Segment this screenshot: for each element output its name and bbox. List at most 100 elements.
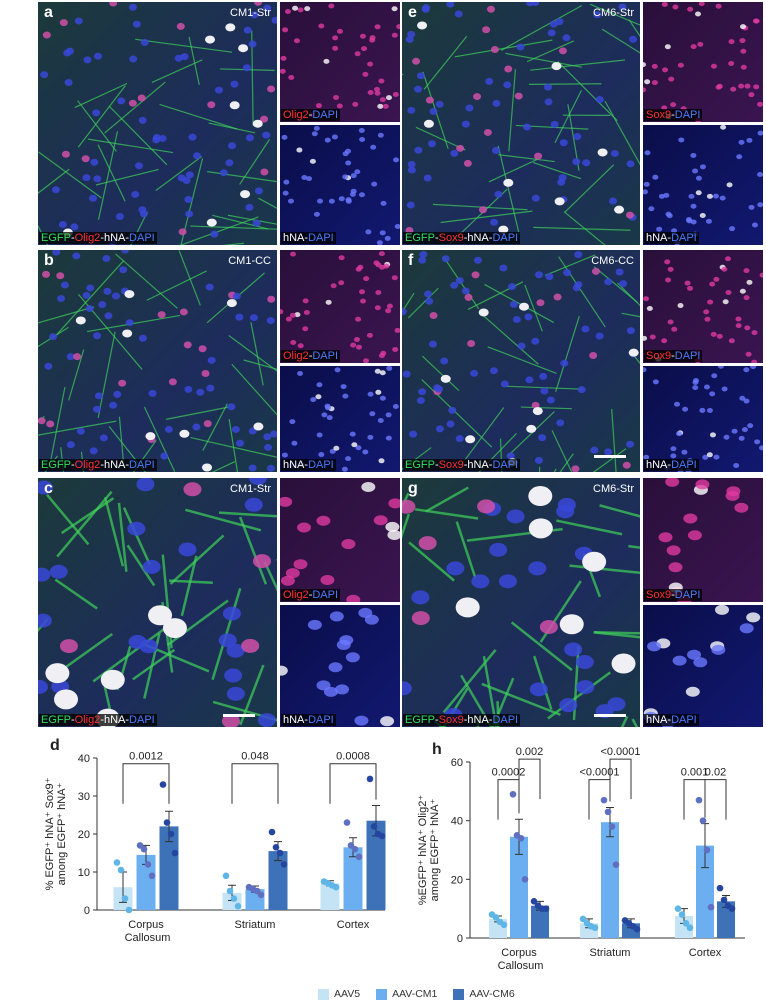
- micrograph: [643, 256, 763, 363]
- nucleus: [407, 106, 416, 114]
- panel-letter: g: [408, 480, 418, 497]
- channel-name: -hNA-: [100, 714, 130, 726]
- nucleus: [336, 103, 343, 109]
- cell: [205, 35, 216, 44]
- nucleus: [248, 40, 257, 48]
- nucleus: [702, 454, 709, 460]
- nucleus: [304, 6, 311, 12]
- nucleus: [235, 313, 244, 321]
- nucleus: [306, 176, 313, 182]
- nucleus: [361, 482, 376, 493]
- nucleus: [379, 97, 386, 103]
- channel-image: hNA-DAPI: [280, 125, 400, 245]
- nucleus: [671, 326, 678, 332]
- fiber: [126, 544, 156, 587]
- nucleus: [226, 643, 245, 658]
- nucleus: [728, 338, 735, 344]
- fiber: [484, 283, 555, 324]
- nucleus: [109, 2, 118, 7]
- nucleus: [310, 397, 317, 403]
- nucleus: [665, 478, 680, 487]
- nucleus: [248, 478, 267, 486]
- nucleus: [759, 445, 763, 451]
- nucleus: [667, 319, 674, 325]
- nucleus: [699, 212, 706, 218]
- channel-name: -: [70, 232, 75, 244]
- nucleus: [210, 230, 219, 238]
- data-point: [500, 921, 508, 929]
- nucleus: [63, 49, 72, 57]
- nucleus: [378, 458, 385, 464]
- nucleus: [245, 203, 254, 211]
- nucleus: [183, 482, 202, 497]
- nucleus: [575, 655, 594, 670]
- nucleus: [470, 369, 479, 377]
- nucleus: [666, 213, 673, 219]
- nucleus: [131, 190, 140, 198]
- nucleus: [323, 58, 330, 64]
- nucleus: [82, 291, 91, 299]
- fiber: [593, 266, 639, 304]
- nucleus: [418, 536, 437, 551]
- nucleus: [332, 35, 339, 41]
- nucleus: [58, 220, 67, 228]
- nucleus: [508, 283, 517, 291]
- y-tick-label: 30: [78, 791, 90, 803]
- fiber: [402, 73, 404, 76]
- nucleus: [692, 385, 699, 391]
- fiber: [97, 144, 126, 202]
- fiber: [593, 631, 640, 639]
- fiber: [402, 292, 415, 314]
- fiber: [38, 306, 95, 324]
- nucleus: [531, 2, 540, 7]
- nucleus: [366, 332, 373, 338]
- nucleus: [535, 271, 544, 279]
- nucleus: [188, 133, 197, 141]
- nucleus: [263, 4, 272, 12]
- nucleus: [500, 380, 509, 388]
- nucleus: [59, 639, 78, 654]
- nucleus: [102, 254, 111, 262]
- nucleus: [643, 181, 650, 187]
- nucleus: [284, 8, 291, 14]
- bar: [696, 845, 714, 938]
- nucleus: [345, 160, 352, 166]
- fiber: [553, 468, 557, 472]
- nucleus: [740, 48, 747, 54]
- nucleus: [402, 681, 412, 696]
- nucleus: [425, 96, 434, 104]
- nucleus: [73, 353, 82, 361]
- nucleus: [489, 367, 498, 375]
- y-tick-label: 40: [451, 816, 463, 828]
- significance-bracket: [122, 763, 170, 804]
- nucleus: [726, 182, 733, 188]
- nucleus: [754, 439, 761, 445]
- nucleus: [743, 367, 750, 373]
- nucleus: [446, 561, 465, 576]
- cell: [465, 435, 476, 444]
- scale-bar: [223, 714, 255, 717]
- fiber: [169, 534, 225, 585]
- data-point: [521, 876, 529, 883]
- nucleus: [355, 344, 362, 350]
- nucleus: [739, 288, 746, 294]
- nucleus: [316, 382, 323, 388]
- channel-name: DAPI: [492, 232, 519, 244]
- nucleus: [461, 120, 470, 128]
- fiber: [481, 682, 561, 716]
- nucleus: [377, 132, 384, 138]
- cell: [532, 407, 543, 416]
- nucleus: [402, 308, 407, 316]
- nucleus: [698, 2, 705, 7]
- fiber: [407, 287, 439, 319]
- micrograph: [38, 250, 277, 472]
- nucleus: [739, 38, 746, 44]
- nucleus: [461, 287, 470, 295]
- nucleus: [557, 178, 566, 186]
- data-point: [699, 817, 707, 824]
- nucleus: [61, 150, 70, 158]
- nucleus: [379, 370, 386, 376]
- channel-image: hNA-DAPI: [643, 605, 763, 727]
- nucleus: [467, 340, 476, 348]
- nucleus: [93, 52, 102, 60]
